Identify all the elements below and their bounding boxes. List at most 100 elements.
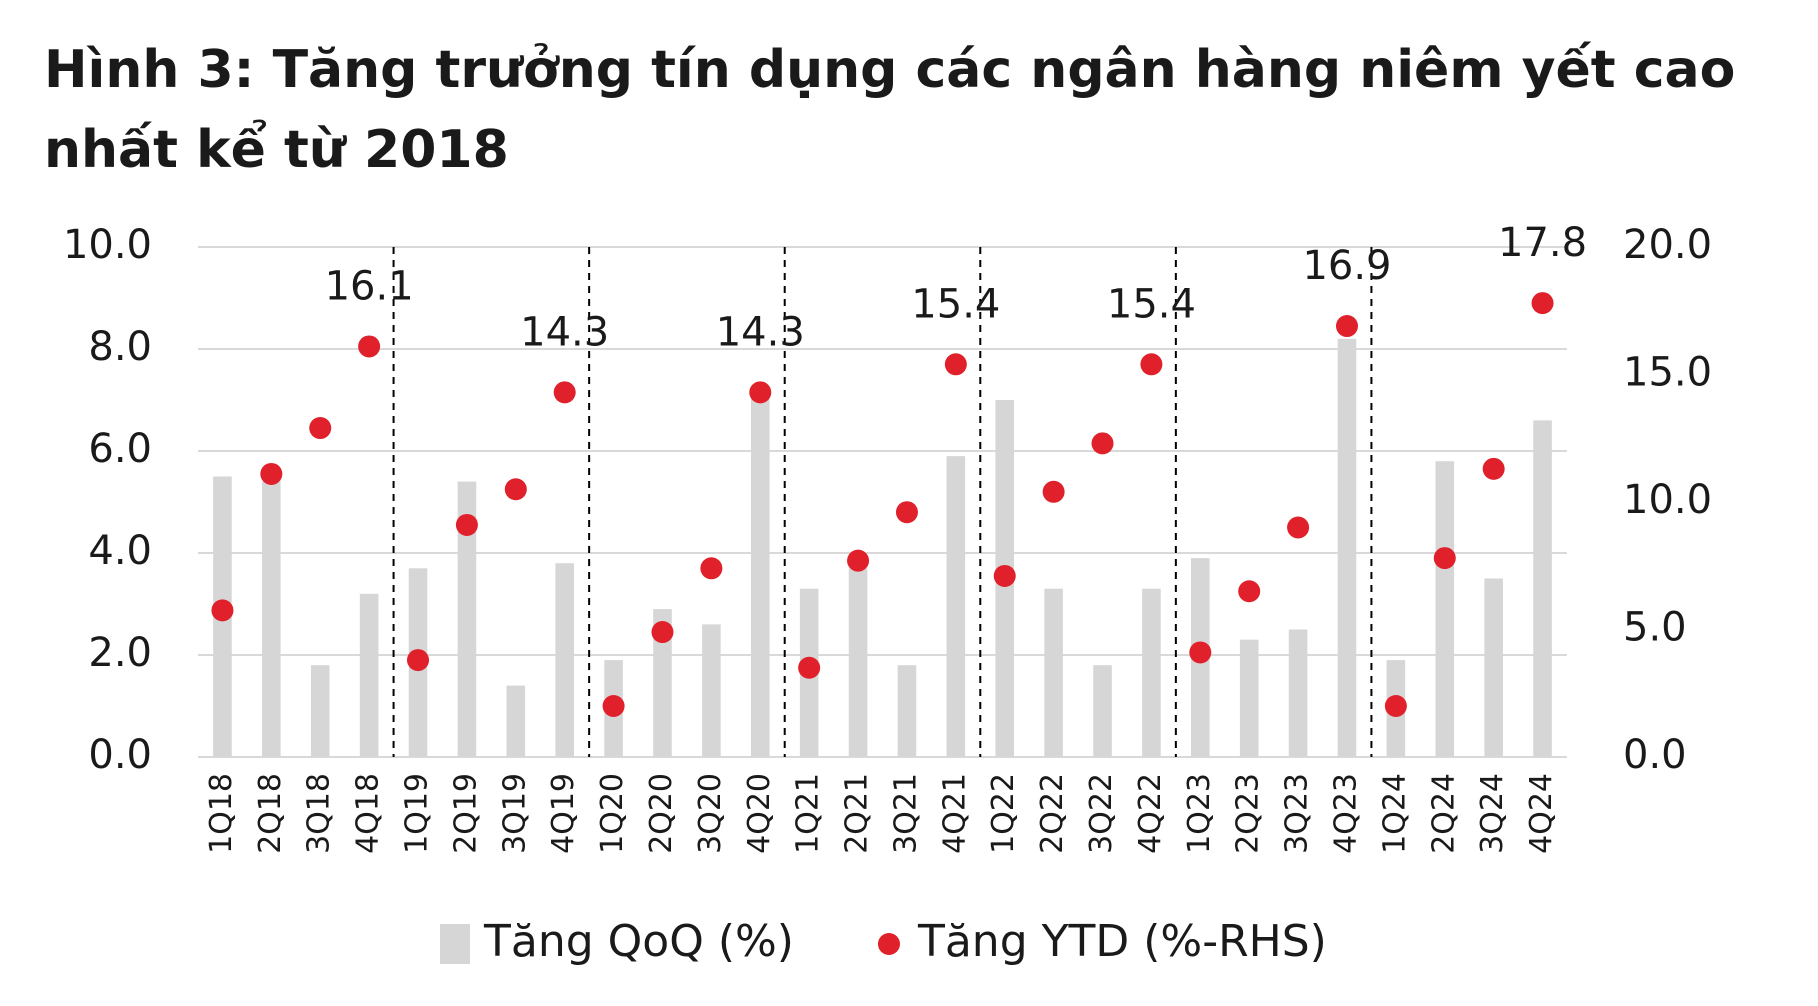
bar — [750, 389, 770, 757]
point — [455, 513, 478, 536]
point — [1238, 580, 1261, 603]
x-tick-label: 4Q22 — [1133, 773, 1168, 854]
x-tick-label: 1Q24 — [1377, 773, 1412, 854]
point — [1482, 457, 1505, 480]
x-tick-label: 3Q23 — [1280, 773, 1315, 854]
y-tick-label: 8.0 — [88, 324, 152, 370]
y2-tick-label: 10.0 — [1623, 477, 1712, 523]
point — [895, 501, 918, 524]
x-tick-label: 1Q21 — [791, 773, 826, 854]
data-label: 16.9 — [1302, 243, 1391, 289]
point — [553, 381, 576, 404]
point — [1335, 315, 1358, 338]
point — [1042, 480, 1065, 503]
bar — [262, 481, 281, 757]
x-tick-label: 4Q20 — [742, 773, 777, 854]
data-label: 15.4 — [1107, 281, 1196, 327]
x-tick-label: 3Q19 — [497, 773, 532, 854]
bar — [653, 609, 672, 757]
x-tick-label: 4Q19 — [546, 773, 581, 854]
point — [798, 656, 821, 679]
data-label: 16.1 — [325, 263, 414, 309]
y2-tick-label: 0.0 — [1623, 732, 1687, 778]
legend-label: Tăng YTD (%-RHS) — [917, 916, 1327, 967]
bar — [1288, 629, 1308, 757]
bar — [1484, 578, 1503, 757]
point — [407, 649, 430, 672]
x-tick-label: 1Q18 — [204, 773, 239, 854]
y-tick-label: 6.0 — [88, 426, 152, 472]
point — [260, 462, 283, 485]
data-label: 17.8 — [1498, 220, 1587, 266]
legend-swatch — [440, 924, 470, 964]
x-tick-label: 1Q22 — [986, 773, 1021, 854]
x-tick-label: 4Q24 — [1524, 773, 1559, 854]
point — [700, 557, 723, 580]
bar — [1044, 588, 1063, 757]
point — [1287, 516, 1310, 539]
legend-swatch — [877, 933, 900, 955]
y-tick-label: 0.0 — [88, 732, 152, 778]
bar — [1337, 338, 1357, 757]
x-tick-label: 3Q21 — [888, 773, 923, 854]
bar — [1142, 588, 1161, 757]
point — [211, 599, 234, 622]
y-tick-label: 10.0 — [63, 222, 152, 268]
x-tick-label: 3Q20 — [693, 773, 728, 854]
x-tick-label: 2Q24 — [1426, 773, 1461, 854]
y2-tick-label: 15.0 — [1623, 350, 1712, 396]
x-tick-label: 4Q21 — [937, 773, 972, 854]
x-tick-label: 1Q19 — [400, 773, 435, 854]
bar — [1093, 665, 1112, 757]
data-label: 15.4 — [911, 281, 1000, 327]
bar — [848, 568, 868, 757]
data-label: 14.3 — [716, 309, 805, 355]
y-tick-label: 4.0 — [88, 528, 152, 574]
x-tick-label: 4Q23 — [1328, 773, 1363, 854]
x-tick-label: 2Q18 — [253, 773, 288, 854]
point — [602, 695, 625, 717]
bar — [897, 665, 917, 757]
bar — [359, 593, 379, 757]
point — [749, 381, 772, 404]
chart-title: Hình 3: Tăng trưởng tín dụng các ngân hà… — [44, 40, 1736, 180]
y2-tick-label: 5.0 — [1623, 605, 1687, 651]
x-tick-label: 4Q18 — [351, 773, 386, 854]
bar — [555, 563, 574, 757]
point — [847, 549, 870, 572]
bar — [310, 665, 330, 757]
bar — [702, 624, 721, 757]
y2-tick-label: 20.0 — [1623, 222, 1712, 268]
point — [651, 621, 674, 644]
x-tick-label: 2Q22 — [1035, 773, 1070, 854]
x-tick-label: 3Q22 — [1084, 773, 1119, 854]
x-tick-label: 2Q23 — [1231, 773, 1266, 854]
bar — [506, 685, 526, 757]
x-tick-label: 2Q20 — [644, 773, 679, 854]
legend-label: Tăng QoQ (%) — [483, 916, 794, 967]
point — [993, 564, 1016, 587]
bar — [946, 456, 966, 757]
x-tick-label: 1Q23 — [1182, 773, 1217, 854]
bar — [457, 481, 477, 757]
point — [504, 478, 527, 501]
point — [1140, 353, 1163, 376]
point — [1091, 432, 1114, 455]
x-tick-label: 1Q20 — [595, 773, 630, 854]
x-tick-label: 3Q18 — [302, 773, 337, 854]
point — [1531, 292, 1554, 315]
x-tick-label: 3Q24 — [1475, 773, 1510, 854]
point — [1433, 547, 1456, 570]
y-tick-label: 2.0 — [88, 630, 152, 676]
bar — [1435, 461, 1455, 757]
point — [309, 417, 332, 440]
point — [358, 335, 381, 358]
point — [1384, 695, 1407, 717]
x-tick-label: 2Q19 — [448, 773, 483, 854]
bar — [1239, 639, 1259, 757]
point — [944, 353, 967, 376]
point — [1189, 641, 1212, 664]
bar — [1533, 420, 1552, 757]
